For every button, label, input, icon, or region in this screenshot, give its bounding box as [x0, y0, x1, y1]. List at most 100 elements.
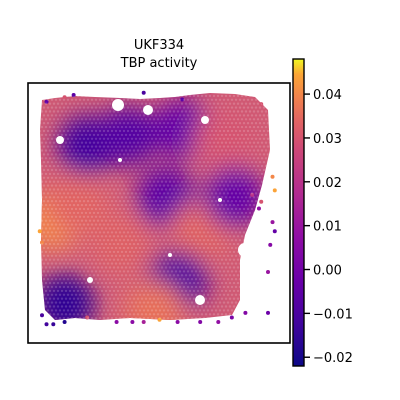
spot [86, 309, 90, 312]
spot [46, 278, 50, 281]
spot [262, 106, 266, 109]
spot [218, 278, 222, 281]
spot [242, 293, 246, 296]
spot [130, 168, 134, 172]
spot [150, 207, 154, 211]
spot [126, 215, 130, 218]
spot [110, 153, 114, 156]
spot [281, 251, 283, 253]
spot [42, 106, 46, 109]
spot [216, 133, 220, 137]
spot [88, 118, 92, 121]
spot [126, 317, 130, 320]
spot [268, 133, 270, 137]
spot [250, 106, 254, 109]
spot [206, 145, 210, 148]
spot [62, 106, 66, 109]
spot [220, 172, 224, 176]
spot [174, 207, 178, 211]
spot [54, 184, 58, 187]
spot [82, 270, 86, 273]
spot [40, 309, 42, 312]
spot [260, 110, 264, 113]
spot [124, 289, 128, 293]
spot [102, 106, 106, 109]
spot [114, 223, 118, 226]
spot [246, 309, 250, 312]
spot [78, 301, 82, 304]
spot [56, 164, 60, 168]
spot [283, 161, 285, 163]
spot [54, 161, 58, 164]
spot [285, 321, 287, 323]
spot [146, 262, 150, 265]
spot [236, 133, 240, 137]
spot [97, 321, 99, 323]
spot [106, 223, 110, 226]
spot [180, 235, 184, 238]
spot [84, 235, 88, 238]
spot [200, 250, 204, 254]
spot [106, 106, 110, 109]
spot [112, 149, 116, 152]
spot [90, 122, 94, 125]
spot [220, 305, 224, 308]
spot [281, 313, 283, 315]
spot [62, 239, 66, 242]
spot [194, 301, 198, 304]
spot [266, 310, 270, 315]
spot [242, 215, 246, 218]
spot [72, 242, 76, 246]
spot [37, 229, 42, 234]
spot [110, 309, 114, 312]
spot [275, 99, 277, 101]
spot [222, 168, 226, 172]
spot [144, 235, 148, 238]
spot [244, 219, 248, 222]
spot [72, 274, 76, 277]
spot [154, 137, 158, 140]
spot [198, 129, 202, 133]
spot [285, 110, 287, 112]
spot [136, 289, 140, 293]
spot [94, 254, 98, 257]
spot [170, 145, 174, 148]
spot [126, 239, 130, 242]
spot [50, 278, 54, 281]
spot [130, 215, 134, 218]
spot [234, 137, 238, 140]
spot [254, 192, 258, 195]
spot [172, 242, 176, 246]
spot [224, 227, 228, 230]
spot [116, 250, 120, 254]
spot [86, 168, 90, 172]
spot [200, 157, 204, 160]
spot [190, 215, 194, 218]
spot [279, 177, 281, 179]
spot [98, 114, 102, 117]
spot [190, 317, 194, 320]
spot [122, 239, 126, 242]
spot [176, 157, 180, 160]
spot [40, 149, 44, 152]
spot [200, 211, 204, 215]
spot [281, 157, 283, 159]
spot [238, 200, 242, 203]
spot [46, 254, 50, 257]
spot [58, 262, 62, 265]
spot [200, 133, 204, 137]
spot [92, 274, 96, 277]
spot [86, 114, 90, 117]
spot [170, 262, 174, 265]
spot [122, 145, 126, 148]
spot [285, 103, 287, 105]
spot [58, 293, 62, 296]
spot [206, 231, 210, 234]
spot [204, 141, 208, 144]
spot [273, 149, 275, 151]
spot [212, 118, 216, 121]
spot [244, 196, 248, 199]
spot [128, 289, 132, 293]
spot [106, 137, 110, 140]
spot [180, 211, 184, 215]
